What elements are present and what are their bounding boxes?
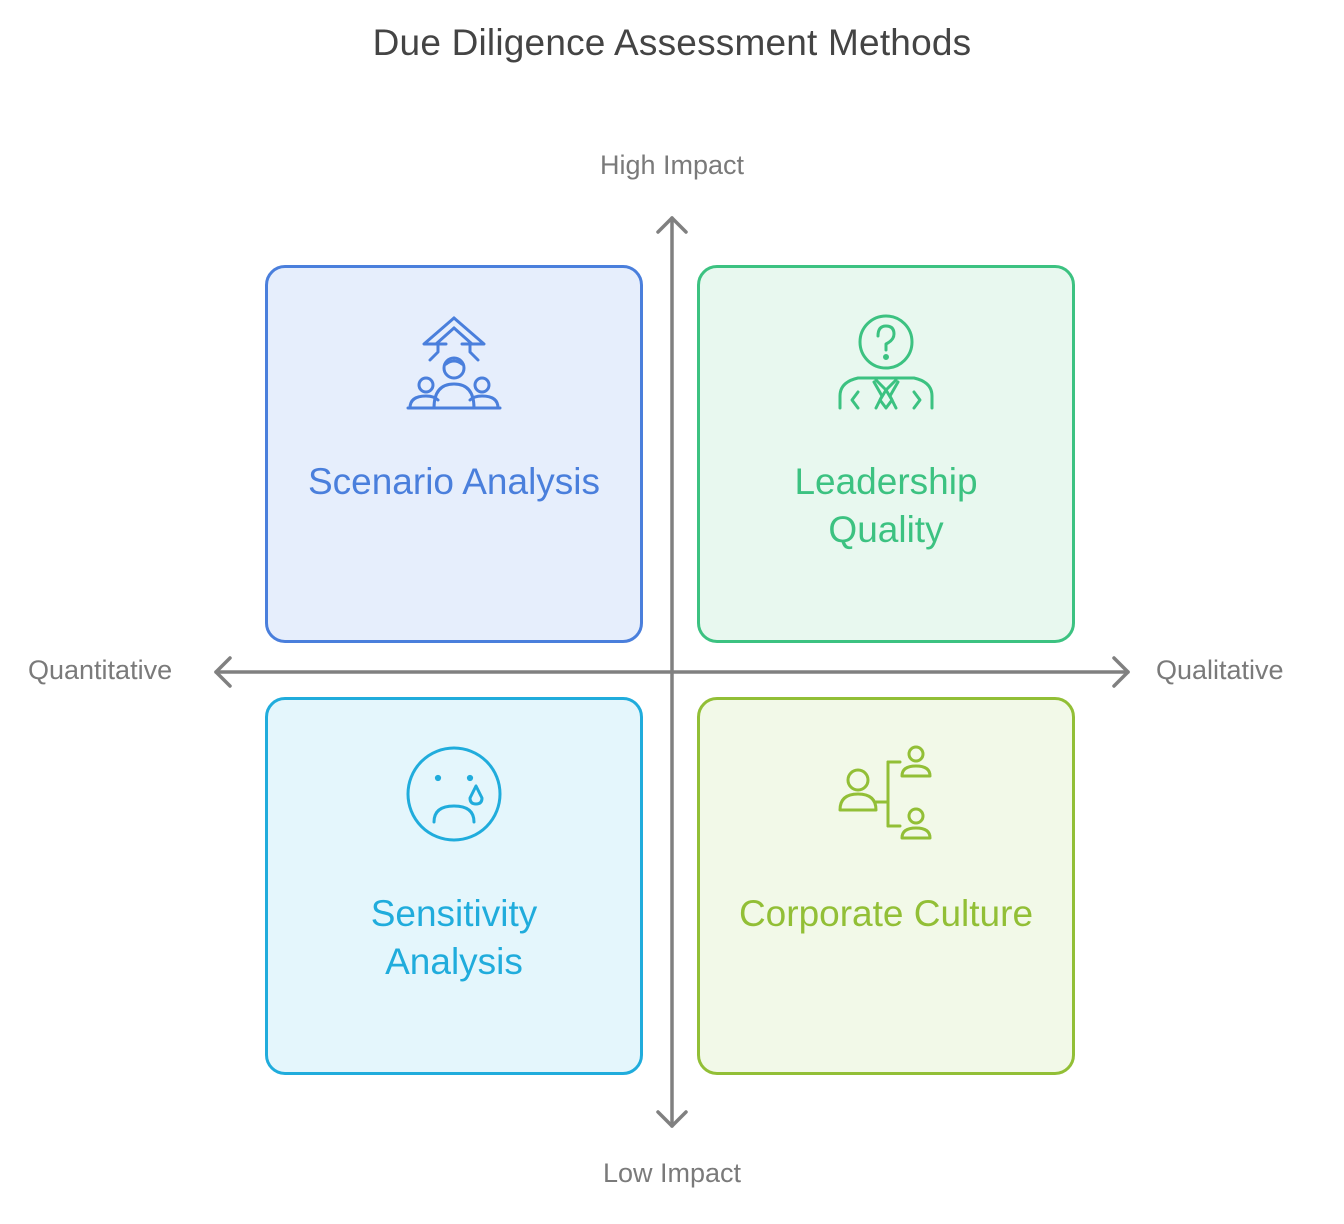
axis-label-qualitative: Qualitative bbox=[1156, 655, 1284, 685]
leader-question-icon bbox=[838, 314, 934, 410]
quadrant-label-line: Corporate Culture bbox=[738, 893, 1034, 934]
diagram-title: Due Diligence Assessment Methods bbox=[372, 22, 972, 63]
sad-tear-face-icon bbox=[406, 746, 502, 842]
arrow-left-icon bbox=[214, 656, 232, 688]
quadrant-label-line: Scenario Analysis bbox=[307, 461, 601, 502]
quadrant-label-line: Analysis bbox=[385, 941, 523, 982]
axis-label-quantitative: Quantitative bbox=[28, 655, 173, 685]
org-chart-people-icon bbox=[838, 745, 932, 840]
arrow-right-icon bbox=[1112, 656, 1130, 688]
arrow-up-icon bbox=[656, 216, 688, 234]
people-up-arrow-icon bbox=[406, 316, 502, 410]
quadrant-label: Scenario Analysis bbox=[268, 458, 640, 506]
quadrant-label-line: Quality bbox=[828, 509, 944, 550]
axis-label-low-impact: Low Impact bbox=[602, 1158, 742, 1188]
quadrant-label-line: Leadership bbox=[794, 461, 978, 502]
arrow-down-icon bbox=[656, 1110, 688, 1128]
quadrant-corporate-culture: Corporate Culture bbox=[697, 697, 1075, 1075]
quadrant-label: Corporate Culture bbox=[700, 890, 1072, 938]
quadrant-leadership-quality: Leadership Quality bbox=[697, 265, 1075, 643]
quadrant-label: Sensitivity Analysis bbox=[268, 890, 640, 986]
quadrant-sensitivity-analysis: Sensitivity Analysis bbox=[265, 697, 643, 1075]
quadrant-scenario-analysis: Scenario Analysis bbox=[265, 265, 643, 643]
axis-label-high-impact: High Impact bbox=[599, 150, 745, 180]
quadrant-label-line: Sensitivity bbox=[370, 893, 538, 934]
quadrant-label: Leadership Quality bbox=[700, 458, 1072, 554]
